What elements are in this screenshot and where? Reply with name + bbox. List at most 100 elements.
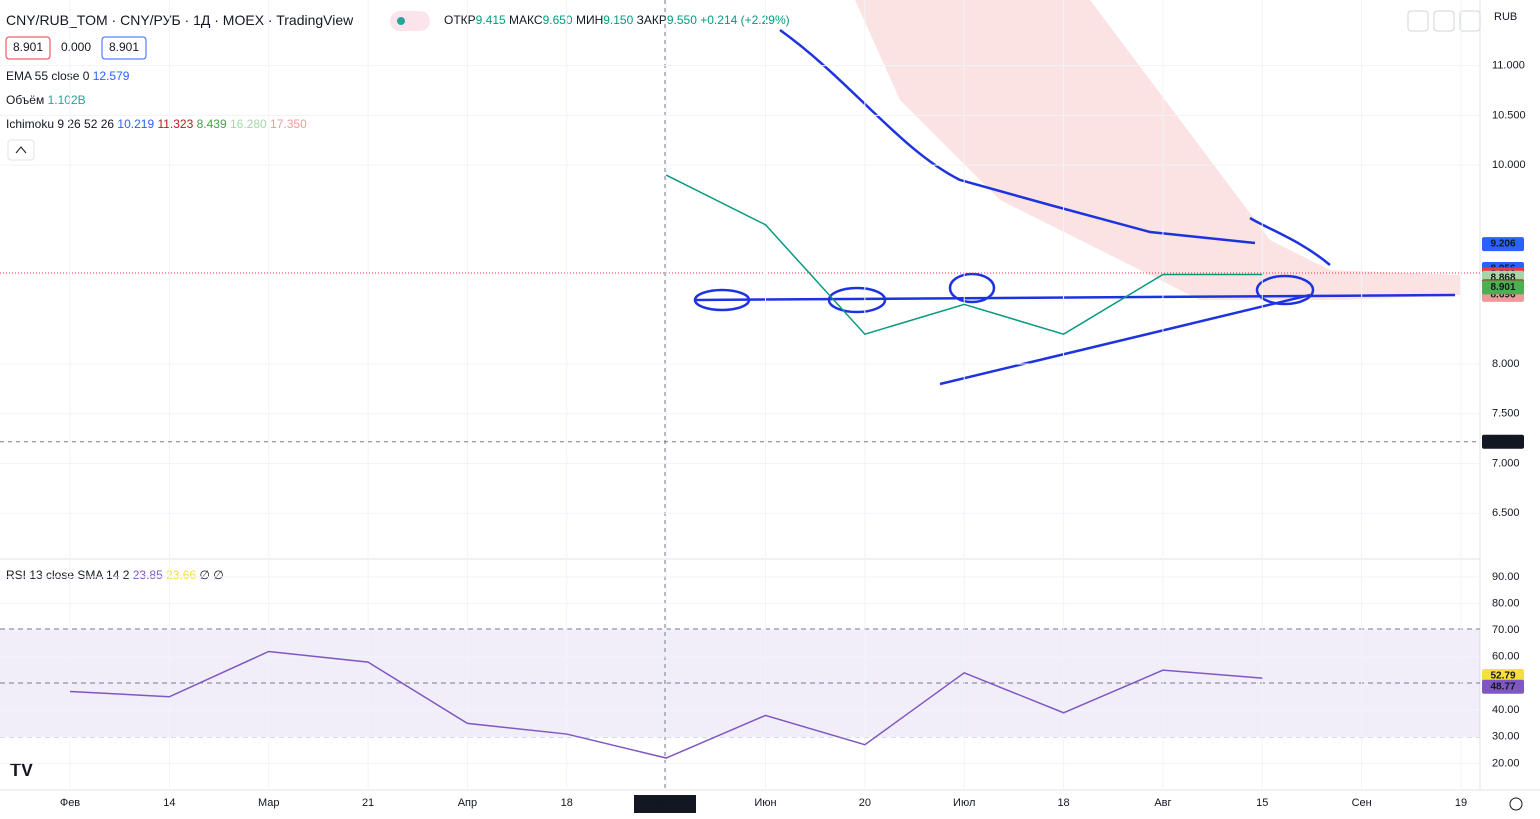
collapse-icon	[15, 146, 27, 154]
rsi-tag: 48.77	[1490, 681, 1515, 692]
ohlc-label: МАКС	[509, 13, 543, 27]
ohlc-change: +0.214 (+2.29%)	[700, 13, 789, 27]
rsi-legend-value: 23.66	[166, 568, 196, 582]
y-tick-label: 10.000	[1492, 159, 1526, 171]
button[interactable]	[1407, 10, 1429, 32]
indicator-value: 17.350	[270, 117, 307, 131]
crosshair-price: 7.219	[1490, 436, 1515, 447]
y2-tick-label: 30.00	[1492, 731, 1520, 743]
indicator-name: Ichimoku 9 26 52 26	[6, 117, 114, 131]
x-tick-label: 18	[561, 797, 573, 809]
drawn-circle	[827, 286, 887, 314]
y2-tick-label: 90.00	[1492, 571, 1520, 583]
symbol-name: CNY/RUB_TOM	[6, 12, 108, 28]
status-badge[interactable]	[390, 11, 430, 31]
indicator-value: 8.439	[197, 117, 227, 131]
ohlc-value: 9.550	[667, 13, 697, 27]
indicator: EMA 55 close 0 12.579	[6, 69, 130, 83]
ohlc-value: 9.650	[543, 13, 573, 27]
price-box	[54, 37, 98, 59]
indicator-value: 1.102B	[48, 93, 86, 107]
x-tick-label: 19	[1455, 797, 1467, 809]
x-tick-label: Авг	[1154, 797, 1171, 809]
price-tag: 9.206	[1490, 239, 1515, 250]
toolbar	[1407, 10, 1481, 32]
logo: TV	[10, 760, 33, 780]
y2-tick-label: 80.00	[1492, 597, 1520, 609]
y2-tick-label: 70.00	[1492, 624, 1520, 636]
price-tag: 8.696	[1490, 289, 1515, 300]
indicator-value: 10.219	[117, 117, 154, 131]
collapse-button[interactable]	[7, 139, 35, 161]
drawn-line	[779, 28, 1256, 245]
y2-tick-label: 60.00	[1492, 651, 1520, 663]
x-tick-label: 21	[362, 797, 374, 809]
rsi-tag: 52.79	[1490, 671, 1515, 682]
drawn-line	[939, 293, 1311, 386]
price-box-text: 0.000	[61, 40, 91, 54]
crosshair-date-bg	[634, 795, 696, 813]
y-tick-label: 8.000	[1492, 358, 1520, 370]
y-tick-label: 11.000	[1492, 60, 1525, 72]
series-line	[69, 650, 1263, 759]
x-tick-label: 18	[1057, 797, 1069, 809]
x-tick-label: Апр	[458, 797, 477, 809]
crosshair-price-bg	[1482, 434, 1524, 449]
drawn-circle	[1255, 274, 1315, 306]
price-box	[101, 36, 147, 60]
ohlc-label: ОТКР	[444, 13, 476, 27]
button[interactable]	[1459, 10, 1481, 32]
x-tick-label: Фев	[60, 797, 80, 809]
x-tick-label: 20	[859, 797, 871, 809]
x-tick-label: Июл	[953, 797, 975, 809]
y-tick-label: 10.500	[1492, 109, 1526, 121]
crosshair-date: 13 Май '22	[638, 798, 692, 810]
indicator-value: 16.280	[230, 117, 267, 131]
currency: RUB	[1494, 11, 1517, 23]
indicator-name: Объём	[6, 93, 44, 107]
symbol-rest: · CNY/РУБ · 1Д · MOEX · TradingView	[112, 12, 355, 28]
x-tick-label: Сен	[1352, 797, 1372, 809]
price-boxes: 8.901 0.000 8.901	[5, 36, 147, 60]
ohlc-label: ЗАКР	[637, 13, 667, 27]
last-price-tag: 8.901	[1490, 282, 1515, 293]
price-box-text: 8.901	[13, 40, 43, 54]
x-tick-label: 15	[1256, 797, 1268, 809]
y2-tick-label: 20.00	[1492, 757, 1520, 769]
button[interactable]	[1433, 10, 1455, 32]
rsi-tag-bg	[1482, 669, 1524, 684]
price-box-text: 8.901	[109, 40, 139, 54]
price-box	[5, 36, 51, 60]
indicator-value: 12.579	[93, 69, 130, 83]
drawings	[693, 28, 1456, 386]
price-tag-bg	[1482, 237, 1524, 252]
ichimoku-cloud	[855, 0, 1460, 300]
drawn-line	[1249, 216, 1331, 266]
rsi-name: RSI 13 close SMA 14 2	[6, 568, 130, 582]
indicator-value: 11.323	[157, 117, 193, 131]
y-tick-label: 6.500	[1492, 507, 1520, 519]
ohlc-value: 9.150	[603, 13, 633, 27]
rsi-legend: RSI 13 close SMA 14 2 23.85 23.66 ∅ ∅	[6, 568, 224, 582]
y-tick-label: 7.000	[1492, 457, 1520, 469]
drawn-circle	[948, 272, 996, 304]
x-tick-label: Июн	[754, 797, 776, 809]
symbol: CNY/RUB_TOM · CNY/РУБ · 1Д · MOEX · Trad…	[6, 12, 354, 28]
rsi-legend-value: ∅	[213, 568, 223, 582]
y2-tick-label: 40.00	[1492, 704, 1520, 716]
rsi-legend-value: ∅	[200, 568, 210, 582]
y-tick-label: 7.500	[1492, 408, 1520, 420]
settings-icon[interactable]	[1509, 797, 1523, 811]
indicator-legend: EMA 55 close 0 12.579 Объём 1.102B Ichimok…	[6, 69, 307, 131]
ohlc-label: МИН	[576, 13, 603, 27]
last-price-tag-bg	[1482, 280, 1524, 295]
indicator: Объём 1.102B	[6, 93, 86, 107]
status-dot	[397, 17, 405, 25]
price-tag: 8.868	[1490, 272, 1515, 283]
series-line	[665, 174, 1263, 336]
rsi-legend-value: 23.85	[133, 568, 163, 582]
rsi-tag-bg	[1482, 679, 1524, 694]
x-tick-label: 14	[163, 797, 175, 809]
drawn-line	[694, 293, 1456, 302]
